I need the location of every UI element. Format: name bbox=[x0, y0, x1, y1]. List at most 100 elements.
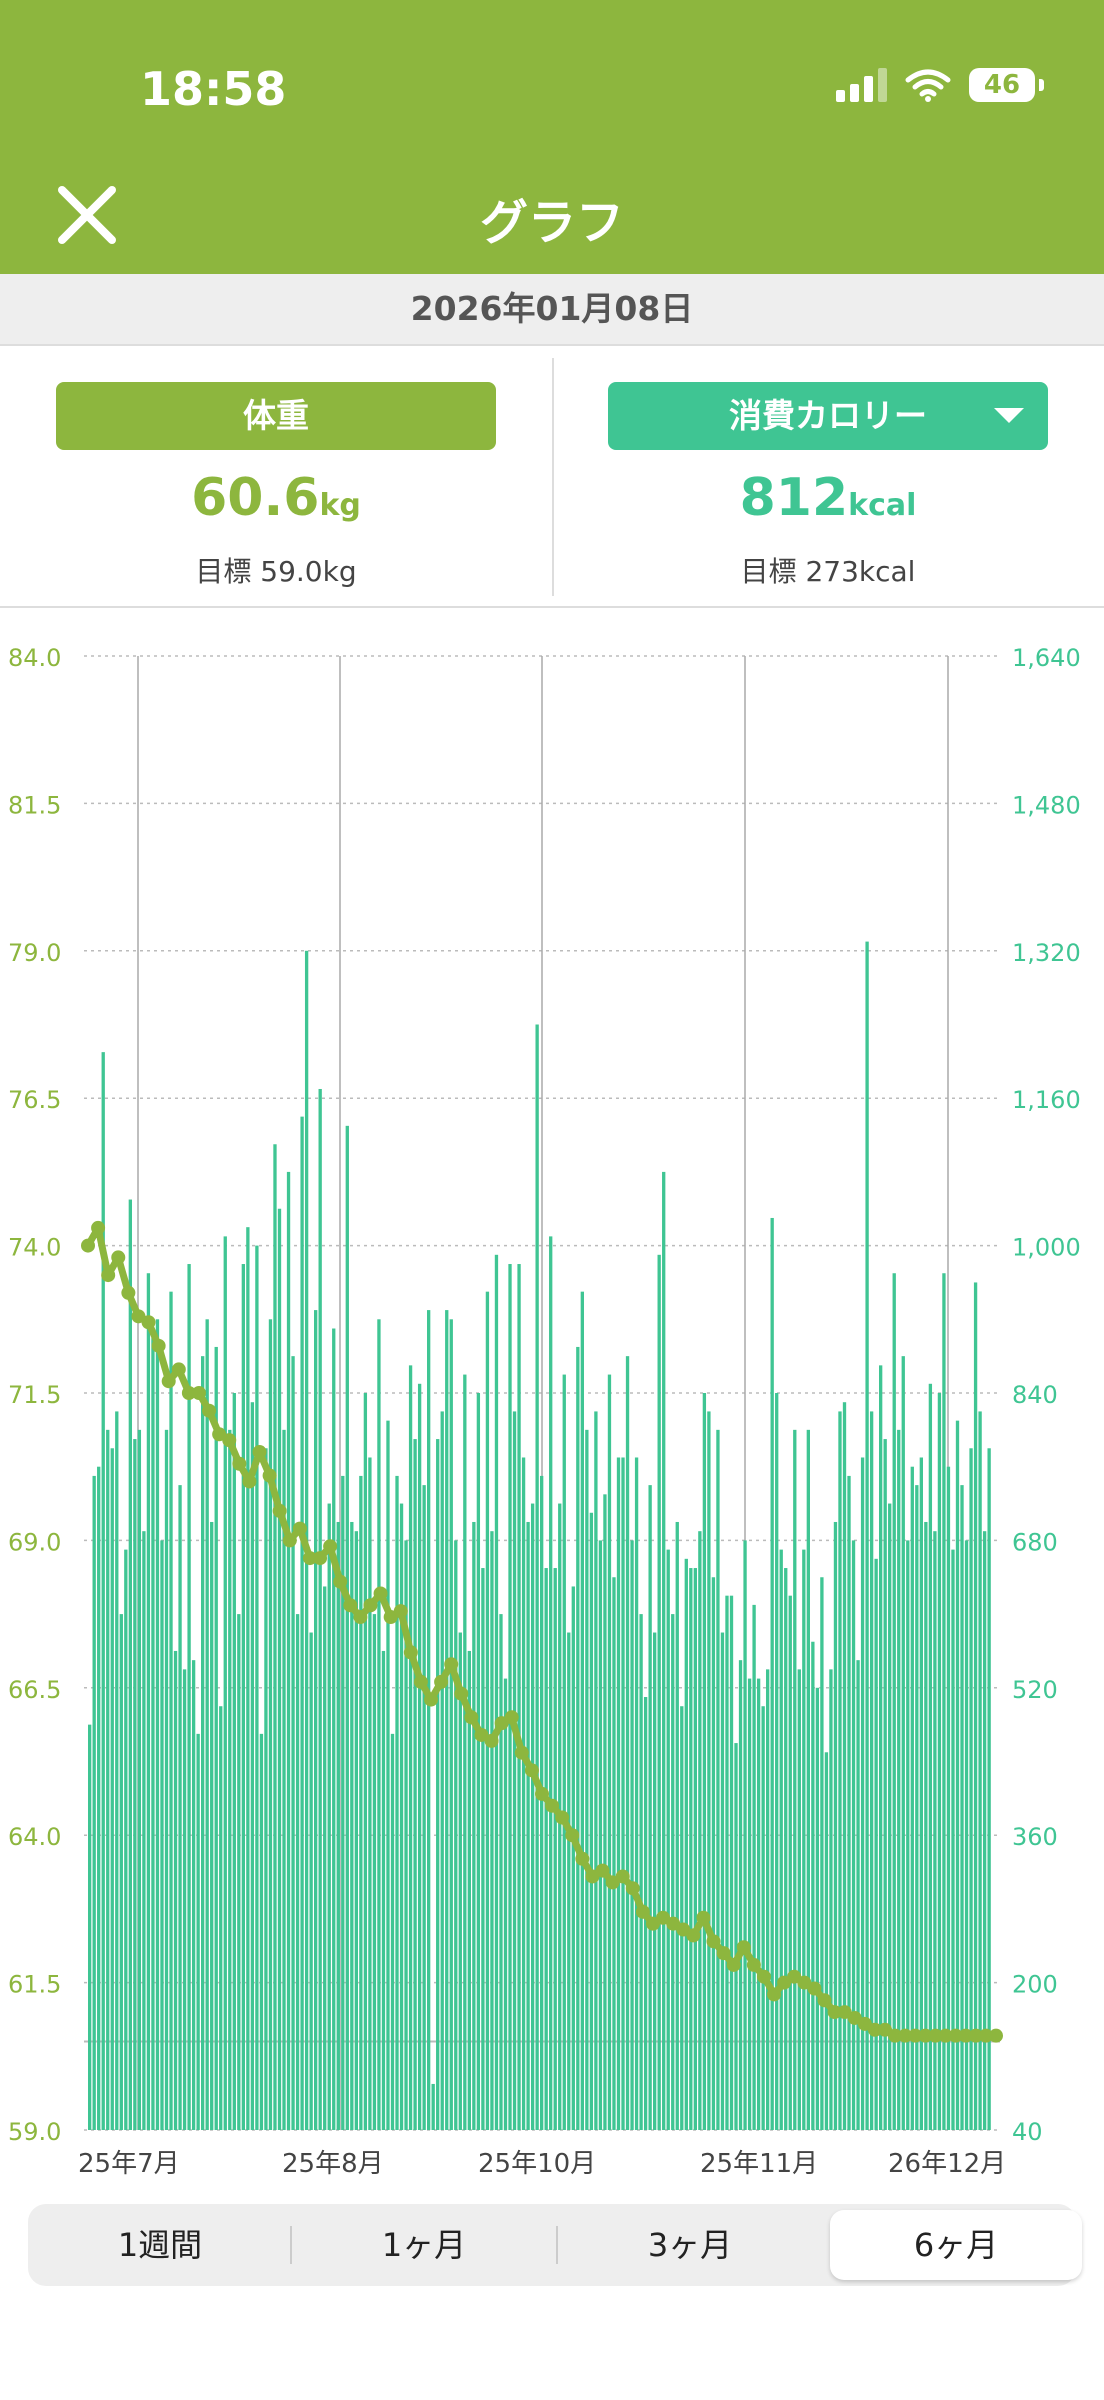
calorie-bar bbox=[906, 1540, 910, 2130]
tab-period-0[interactable]: 1週間 bbox=[117, 2226, 203, 2264]
calorie-bar bbox=[345, 1125, 349, 2130]
calorie-bar bbox=[191, 1660, 196, 2130]
calorie-bar bbox=[417, 1383, 422, 2130]
calorie-bar bbox=[517, 1264, 521, 2130]
tab-period-3[interactable]: 6ヶ月 bbox=[830, 2210, 1082, 2280]
calorie-bar bbox=[585, 1429, 589, 2130]
calorie-bar bbox=[88, 1724, 92, 2130]
calorie-bar bbox=[621, 1457, 625, 2130]
x-tick-label: 25年10月 bbox=[478, 2149, 596, 2179]
calorie-bar bbox=[205, 1319, 209, 2130]
weight-point bbox=[565, 1828, 580, 1843]
weight-point bbox=[857, 2016, 872, 2031]
weight-point bbox=[686, 1928, 701, 1943]
weight-point bbox=[212, 1427, 227, 1442]
battery-tip bbox=[1039, 79, 1044, 91]
weight-point bbox=[605, 1875, 620, 1890]
weight-point bbox=[413, 1674, 428, 1689]
right-tick-label: 840 bbox=[1012, 1381, 1058, 1409]
weight-point bbox=[141, 1315, 156, 1330]
calorie-bar bbox=[449, 1319, 453, 2130]
calorie-bar bbox=[503, 1678, 508, 2130]
close-icon[interactable] bbox=[52, 180, 122, 250]
calorie-bar bbox=[133, 1439, 137, 2130]
calorie-bar bbox=[386, 1420, 390, 2130]
weight-point bbox=[938, 2028, 953, 2043]
weight-point bbox=[666, 1916, 681, 1931]
calorie-bar bbox=[146, 1273, 151, 2130]
calorie-bar bbox=[675, 1521, 679, 2130]
calorie-bar bbox=[833, 1521, 838, 2130]
calorie-bar bbox=[164, 1429, 169, 2130]
weight-point bbox=[323, 1539, 338, 1554]
weight-point bbox=[313, 1551, 328, 1566]
calorie-bar bbox=[336, 1521, 340, 2130]
calorie-bar bbox=[693, 1568, 697, 2130]
calorie-bar bbox=[291, 1356, 295, 2130]
tab-period-2[interactable]: 3ヶ月 bbox=[647, 2226, 733, 2264]
weight-point bbox=[878, 2022, 893, 2037]
weight-point bbox=[514, 1745, 529, 1760]
calorie-bar bbox=[440, 1411, 444, 2130]
weight-point bbox=[797, 1975, 812, 1990]
calorie-bar bbox=[110, 1448, 114, 2130]
left-tick-label: 76.5 bbox=[8, 1086, 61, 1114]
calorie-bar bbox=[598, 1540, 603, 2130]
right-tick-label: 1,640 bbox=[1012, 644, 1081, 672]
calorie-bar bbox=[888, 1503, 892, 2130]
wifi-icon bbox=[905, 69, 951, 102]
calorie-bar bbox=[404, 1540, 408, 2130]
weight-point bbox=[635, 1904, 650, 1919]
calorie-bar bbox=[680, 1706, 684, 2130]
calorie-bar bbox=[815, 1687, 820, 2130]
weight-point bbox=[989, 2028, 1003, 2043]
calorie-bar bbox=[919, 1457, 923, 2130]
calorie-bar bbox=[639, 1614, 643, 2130]
right-tick-label: 1,160 bbox=[1012, 1086, 1081, 1114]
weight-point bbox=[494, 1716, 509, 1731]
calorie-metric-dropdown[interactable]: 消費カロリー bbox=[608, 382, 1048, 450]
calorie-bar bbox=[779, 1549, 783, 2130]
weight-point bbox=[948, 2028, 963, 2043]
weight-point bbox=[363, 1598, 378, 1613]
calorie-bar bbox=[106, 1429, 110, 2130]
calorie-bar bbox=[775, 1393, 779, 2130]
calorie-bar bbox=[743, 1540, 747, 2130]
calorie-bar bbox=[616, 1457, 621, 2130]
right-tick-label: 1,480 bbox=[1012, 791, 1081, 819]
weight-point bbox=[474, 1727, 489, 1742]
calorie-bar bbox=[820, 1577, 824, 2130]
calorie-bar bbox=[187, 1264, 191, 2130]
left-tick-label: 66.5 bbox=[8, 1676, 61, 1704]
weight-point bbox=[252, 1444, 267, 1459]
calorie-bar bbox=[458, 1632, 462, 2130]
weight-metric-button[interactable]: 体重 bbox=[56, 382, 496, 450]
weight-point bbox=[151, 1338, 166, 1353]
calorie-bar bbox=[969, 1448, 973, 2130]
weight-point bbox=[353, 1610, 368, 1625]
right-tick-label: 1,000 bbox=[1012, 1234, 1081, 1262]
calorie-bar bbox=[770, 1217, 774, 2130]
left-tick-label: 69.0 bbox=[8, 1528, 61, 1556]
tab-period-1[interactable]: 1ヶ月 bbox=[381, 2226, 467, 2264]
weight-point bbox=[161, 1374, 176, 1389]
weight-point bbox=[716, 1946, 731, 1961]
battery-icon: 46 bbox=[969, 68, 1035, 102]
weight-point bbox=[504, 1710, 519, 1725]
weight-point bbox=[81, 1238, 95, 1253]
weight-point bbox=[131, 1309, 146, 1324]
calorie-bar bbox=[431, 2083, 435, 2130]
calorie-bar bbox=[490, 1531, 494, 2130]
cellular-signal-icon bbox=[836, 68, 887, 102]
calorie-bar bbox=[698, 1531, 702, 2130]
calorie-bar bbox=[237, 1614, 241, 2130]
calorie-bar bbox=[259, 1733, 264, 2130]
weight-point bbox=[272, 1503, 287, 1518]
calorie-bar bbox=[436, 1439, 440, 2130]
calorie-bar bbox=[327, 1503, 331, 2130]
weight-point bbox=[615, 1869, 630, 1884]
calorie-bar bbox=[314, 1310, 318, 2130]
calorie-bar bbox=[589, 1512, 594, 2130]
left-tick-label: 61.5 bbox=[8, 1971, 61, 1999]
weight-point bbox=[908, 2028, 923, 2043]
